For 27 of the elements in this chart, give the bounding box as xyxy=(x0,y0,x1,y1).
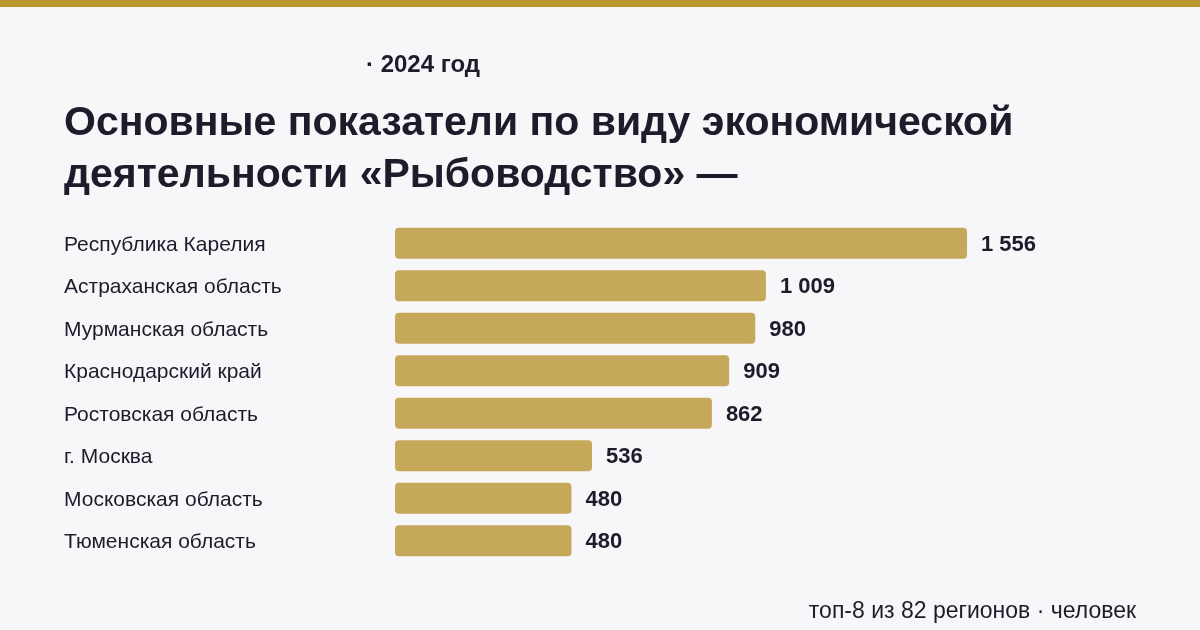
bar xyxy=(395,312,756,344)
data-label: 536 xyxy=(606,443,643,469)
bar xyxy=(395,482,572,514)
y-tick-label: г. Москва xyxy=(64,444,153,468)
bar xyxy=(395,355,730,387)
data-label: 480 xyxy=(585,528,623,554)
y-tick-label: Мурманская область xyxy=(64,316,269,340)
data-label: 862 xyxy=(725,400,763,426)
data-label: 909 xyxy=(743,358,780,384)
y-tick-label: Астраханская область xyxy=(64,274,282,298)
bar xyxy=(395,270,766,302)
data-label: 480 xyxy=(585,485,623,511)
y-tick-label: Московская область xyxy=(64,486,263,510)
data-label: 1 009 xyxy=(779,273,835,299)
data-label: 1 556 xyxy=(981,230,1037,256)
bar xyxy=(395,525,572,557)
text: топ-8 из 82 регионов · человек xyxy=(808,597,1136,624)
y-tick-label: Республика Карелия xyxy=(64,231,266,255)
y-tick-label: Ростовская область xyxy=(64,401,259,425)
chart-subtitle: · 2024 год xyxy=(366,50,480,78)
y-tick-label: Краснодарский край xyxy=(64,359,262,383)
y-tick-label: Тюменская область xyxy=(64,529,256,553)
bar xyxy=(395,397,712,429)
bar xyxy=(395,227,967,259)
data-label: 980 xyxy=(769,315,806,341)
chart-title: Основные показатели по виду экономической деятельности «Рыбоводство» — xyxy=(64,97,1015,198)
bar xyxy=(395,440,593,472)
